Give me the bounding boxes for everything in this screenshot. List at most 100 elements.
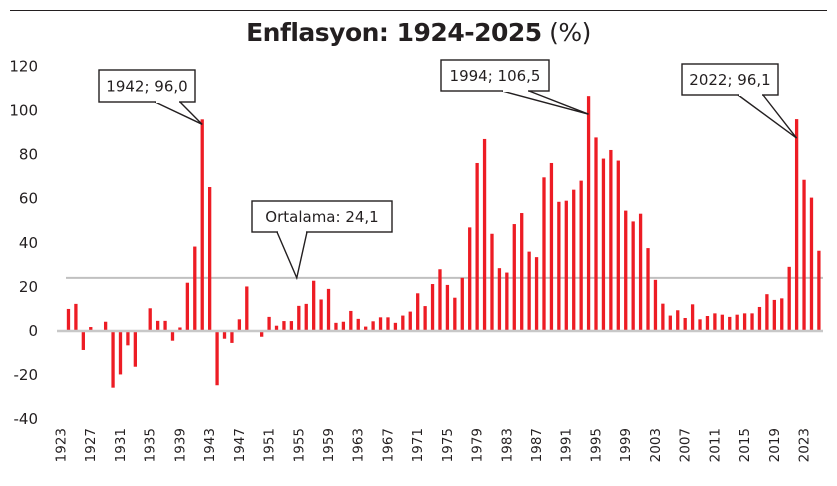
bar-1930 <box>111 331 115 388</box>
bar-1994 <box>586 96 591 331</box>
y-tick-label: 0 <box>28 322 38 340</box>
bar-1983 <box>505 272 509 331</box>
bar-1997 <box>609 149 613 331</box>
bar-1990 <box>557 201 561 331</box>
bar-1974 <box>438 269 442 331</box>
y-tick-label: 60 <box>19 190 38 208</box>
bar-1945 <box>222 331 227 339</box>
bar-1926 <box>81 331 85 350</box>
bar-1937 <box>163 320 167 331</box>
bar-2003 <box>653 279 658 331</box>
bar-2022 <box>794 119 799 331</box>
bar-2014 <box>735 314 739 331</box>
bar-1973 <box>430 284 435 331</box>
bar-1980 <box>482 138 487 331</box>
x-tick-label: 1927 <box>83 428 99 462</box>
x-tick-label: 1991 <box>559 428 575 462</box>
x-tick-label: 1979 <box>470 428 486 462</box>
x-tick-label: 2023 <box>797 428 813 462</box>
x-tick-label: 2015 <box>737 428 753 462</box>
callout-1942-pointer <box>154 101 203 125</box>
callout-1994-pointer <box>501 90 589 115</box>
bar-1985 <box>520 213 524 331</box>
x-tick-label: 1999 <box>618 428 634 462</box>
bar-1935 <box>148 308 152 331</box>
bar-1954 <box>289 321 294 331</box>
x-tick-label: 2019 <box>767 428 783 462</box>
bar-1942 <box>200 119 204 331</box>
y-tick-label: 20 <box>19 278 38 296</box>
bar-1988 <box>542 177 546 331</box>
bar-1952 <box>274 325 279 331</box>
bar-2010 <box>705 316 710 331</box>
x-tick-label: 1947 <box>232 428 248 462</box>
bar-1948 <box>245 286 249 331</box>
bar-1977 <box>460 277 464 331</box>
chart-title-unit: (%) <box>549 18 591 47</box>
bar-2015 <box>742 313 747 331</box>
bar-1965 <box>371 321 375 331</box>
bar-1941 <box>193 246 197 331</box>
bar-1987 <box>534 257 539 331</box>
bar-1936 <box>155 320 160 331</box>
bar-2001 <box>638 213 643 331</box>
bar-2006 <box>676 310 680 331</box>
bar-1966 <box>378 317 383 331</box>
top-rule <box>10 10 827 11</box>
bar-1953 <box>282 321 286 331</box>
bar-1950 <box>260 331 264 337</box>
bar-2021 <box>787 266 791 331</box>
x-tick-label: 1967 <box>380 428 396 462</box>
callout-average-text: Ortalama: 24,1 <box>265 208 378 226</box>
bars <box>66 96 821 388</box>
bar-1967 <box>386 317 390 331</box>
bar-1991 <box>564 200 568 331</box>
bar-2013 <box>728 316 732 331</box>
y-tick-label: 80 <box>19 146 38 164</box>
bar-1962 <box>349 310 353 331</box>
chart-title: Enflasyon: 1924-2025 (%) <box>0 18 837 47</box>
callout-1994-box <box>440 59 550 92</box>
bar-1975 <box>445 284 450 331</box>
x-tick-label: 1943 <box>202 428 218 462</box>
bar-1981 <box>490 233 494 331</box>
bar-1984 <box>512 224 516 331</box>
bar-1976 <box>453 297 457 331</box>
callout-2022-text: 2022; 96,1 <box>689 71 770 89</box>
bar-1929 <box>103 321 108 331</box>
x-axis: 1923 1927 1931 1935 1939 1943 1947 1951 1955 1959… <box>54 428 813 462</box>
bar-2005 <box>668 315 672 331</box>
bar-1959 <box>326 288 331 331</box>
bar-1999 <box>624 210 628 331</box>
y-tick-label: -40 <box>14 410 39 428</box>
bar-1968 <box>393 322 398 331</box>
x-tick-label: 1959 <box>321 428 337 462</box>
bar-1995 <box>594 137 598 331</box>
bar-2018 <box>765 294 769 331</box>
callout-2022-box <box>681 63 779 96</box>
bar-1947 <box>237 319 242 331</box>
bar-1939 <box>178 327 182 331</box>
callout-1994: 1994; 106,5 <box>440 59 589 115</box>
x-tick-label: 1975 <box>440 428 456 462</box>
callout-1942: 1942; 96,0 <box>98 69 203 125</box>
bar-1933 <box>133 331 137 367</box>
bar-1931 <box>118 331 123 375</box>
callout-2022-pointer <box>737 94 798 139</box>
x-tick-label: 1995 <box>588 428 604 462</box>
bar-1944 <box>215 331 219 386</box>
bar-1982 <box>497 268 502 331</box>
bar-1955 <box>297 305 301 331</box>
callout-2022: 2022; 96,1 <box>681 63 798 139</box>
bar-2008 <box>690 304 695 331</box>
bar-1946 <box>230 331 234 343</box>
bar-1978 <box>468 227 472 331</box>
bar-1961 <box>341 321 346 331</box>
x-tick-label: 1939 <box>172 428 188 462</box>
bar-2023 <box>802 179 806 331</box>
bar-1992 <box>572 189 576 331</box>
bar-2024 <box>809 197 814 331</box>
bar-1924 <box>66 308 71 331</box>
bar-2004 <box>661 303 665 331</box>
